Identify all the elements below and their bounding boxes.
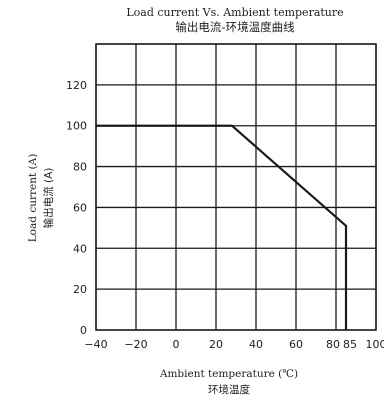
x-tick-label: 0	[173, 338, 180, 351]
x-tick-label: −20	[124, 338, 147, 351]
y-tick-label: 60	[73, 201, 87, 214]
x-tick-label: 40	[249, 338, 263, 351]
x-tick-label: 20	[209, 338, 223, 351]
y-axis-label: Load current (A)	[27, 154, 39, 243]
y-tick-label: 120	[66, 79, 87, 92]
y-tick-label: 100	[66, 120, 87, 133]
x-tick-label: 80	[326, 338, 340, 351]
x-tick-label: −40	[84, 338, 107, 351]
y-tick-label: 80	[73, 161, 87, 174]
y-tick-label: 40	[73, 242, 87, 255]
y-tick-labels: 0 20 40 60 80 100 120	[66, 79, 87, 337]
plot-border	[96, 44, 376, 330]
chart-subtitle: 输出电流-环境温度曲线	[175, 20, 295, 34]
x-tick-label: 60	[289, 338, 303, 351]
series-line	[96, 126, 346, 330]
series-layer	[96, 126, 346, 330]
grid-lines	[96, 44, 376, 330]
plot-frame	[96, 44, 376, 330]
x-tick-label: 100	[366, 338, 384, 351]
y-tick-label: 20	[73, 283, 87, 296]
y-axis-label-cn: 输出电流 (A)	[42, 168, 55, 229]
x-axis-label-cn: 环境温度	[208, 383, 250, 396]
chart-title: Load current Vs. Ambient temperature	[126, 6, 343, 19]
x-tick-label: 85	[343, 338, 357, 351]
x-axis-label: Ambient temperature (℃)	[159, 368, 298, 380]
y-tick-label: 0	[80, 324, 87, 337]
